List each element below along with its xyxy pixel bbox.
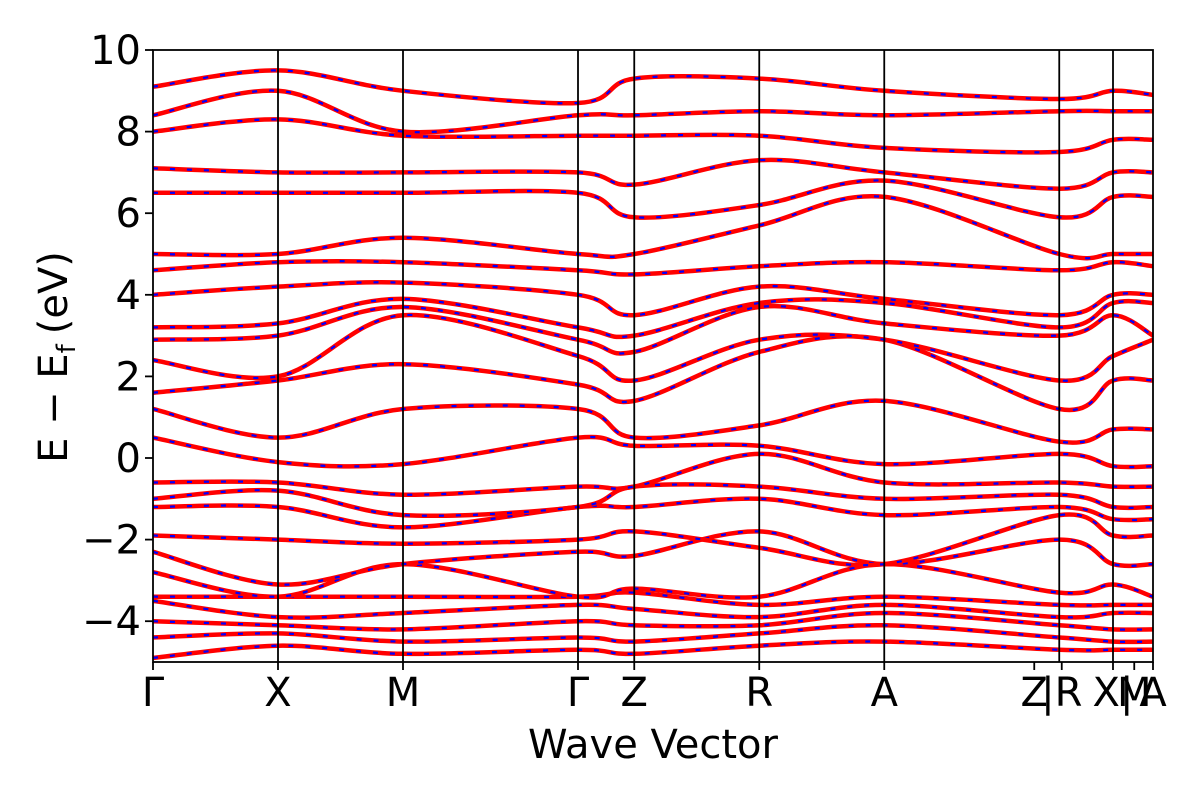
x-tick-label: A bbox=[1139, 670, 1167, 716]
y-axis-title-unit: (eV) bbox=[31, 251, 77, 334]
x-tick-label: A bbox=[871, 670, 899, 716]
y-axis-title: E − Ef (eV) bbox=[31, 251, 82, 463]
band-line bbox=[153, 451, 1153, 497]
x-tick-label: X| bbox=[1093, 670, 1134, 716]
band-line bbox=[153, 280, 1153, 318]
x-tick-label: R bbox=[745, 670, 773, 716]
band-line-overlay bbox=[153, 591, 1153, 607]
y-tick-label: 10 bbox=[90, 28, 141, 74]
y-tick-label: 8 bbox=[116, 110, 141, 156]
x-tick-label: |R bbox=[1041, 670, 1082, 716]
y-tick-label: −2 bbox=[82, 518, 141, 564]
band-line-overlay bbox=[153, 435, 1153, 469]
band-line bbox=[153, 434, 1153, 470]
band-line-overlay bbox=[153, 513, 1153, 567]
y-tick-label: 2 bbox=[116, 354, 141, 400]
x-tick-label: X bbox=[264, 670, 291, 716]
band-line-overlay bbox=[153, 640, 1153, 659]
x-axis-title: Wave Vector bbox=[528, 722, 779, 768]
band-line-overlay bbox=[153, 399, 1153, 444]
y-tick-label: 0 bbox=[116, 436, 141, 482]
band-line bbox=[153, 512, 1153, 568]
band-line-overlay bbox=[153, 624, 1153, 644]
band-line bbox=[153, 639, 1153, 661]
band-line bbox=[153, 496, 1153, 530]
band-line bbox=[153, 68, 1153, 106]
band-line-overlay bbox=[153, 452, 1153, 496]
band-line-overlay bbox=[153, 611, 1153, 631]
band-line-overlay bbox=[153, 497, 1153, 529]
band-lines bbox=[153, 68, 1153, 661]
x-tick-label: Γ bbox=[142, 670, 165, 716]
band-line bbox=[153, 117, 1153, 155]
plot-frame bbox=[152, 49, 1154, 663]
x-tick-label: M bbox=[1117, 670, 1152, 716]
x-tick-label: M bbox=[386, 670, 421, 716]
plot-area bbox=[153, 68, 1153, 661]
x-tick-label: Z bbox=[621, 670, 648, 716]
band-line bbox=[153, 398, 1153, 445]
y-tick-label: 4 bbox=[116, 273, 141, 319]
y-axis-title-main: E − E bbox=[31, 353, 77, 463]
x-tick-label: Γ bbox=[567, 670, 590, 716]
y-tick-label: 6 bbox=[116, 191, 141, 237]
band-line-overlay bbox=[153, 260, 1153, 276]
band-line bbox=[153, 157, 1153, 191]
y-axis-title-subscript: f bbox=[52, 343, 82, 353]
x-tick-label: Z bbox=[1021, 670, 1048, 716]
y-tick-label: −4 bbox=[82, 599, 141, 645]
band-line-overlay bbox=[153, 335, 1153, 412]
